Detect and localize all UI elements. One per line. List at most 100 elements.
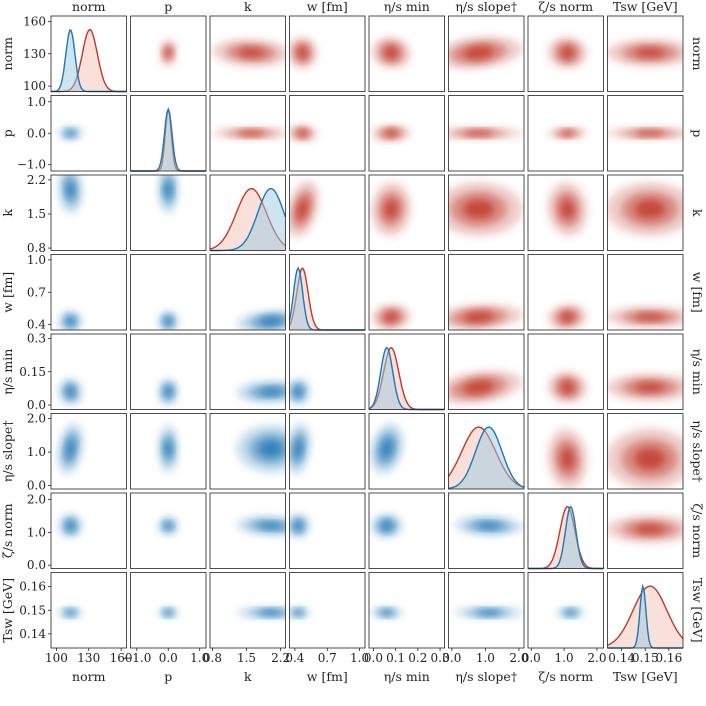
y-tick-label-zetas_norm: 0.0 — [27, 558, 46, 572]
marginal-fill-blue-Tsw — [607, 586, 683, 648]
density-blob-red-zetas_norm-etas_min — [560, 380, 575, 395]
right-axis-label-etas_slope: η/s slope† — [690, 420, 705, 482]
y-tick-label-norm: 160 — [23, 14, 46, 28]
density-blob-blue-w-etas_slope — [293, 438, 303, 459]
panel-frame-etas_min-k — [209, 333, 286, 410]
panel-frame-p-etas_slope — [448, 95, 525, 172]
panel-frame-zetas_norm-etas_slope — [448, 492, 525, 569]
panel-frame-zetas_norm-zetas_norm — [527, 492, 604, 569]
density-blob-red-Tsw-norm — [634, 47, 666, 58]
right-axis-label-Tsw: Tsw [GeV] — [690, 578, 705, 643]
y-tick-label-zetas_norm: 1.0 — [27, 525, 46, 539]
panel-frame-Tsw-k — [209, 572, 286, 649]
column-title-w: w [fm] — [307, 0, 348, 14]
density-blob-red-Tsw-zetas_norm — [634, 524, 666, 534]
x-tick-label-zetas_norm: 0.0 — [522, 651, 541, 665]
right-axis-label-etas_min: η/s min — [690, 349, 705, 395]
density-blob-blue-k-w — [258, 316, 283, 327]
density-blob-red-zetas_norm-norm — [560, 45, 575, 60]
y-tick-label-k: 2.2 — [27, 173, 46, 187]
density-blob-red-p-norm — [164, 47, 173, 58]
panel-frame-p-etas_min — [368, 95, 445, 172]
panel-frame-etas_slope-w — [289, 413, 366, 490]
density-blob-red-Tsw-p — [634, 130, 666, 137]
y-axis-label-k: k — [0, 209, 15, 217]
column-title-etas_min: η/s min — [384, 0, 430, 14]
density-blob-blue-norm-w — [66, 316, 75, 327]
panel-frame-norm-zetas_norm — [527, 15, 604, 92]
x-tick-label-zetas_norm: 2.0 — [587, 651, 606, 665]
density-blob-blue-p-etas_slope — [164, 440, 173, 458]
right-axis-label-w: w [fm] — [690, 272, 705, 313]
panel-frame-etas_slope-etas_slope — [448, 413, 525, 490]
x-axis-label-w: w [fm] — [307, 669, 348, 684]
panel-frame-Tsw-etas_slope — [448, 572, 525, 649]
y-tick-label-w: 1.0 — [27, 253, 46, 267]
y-tick-label-Tsw: 0.16 — [19, 580, 46, 594]
density-blob-blue-w-etas_min — [293, 385, 303, 398]
panel-frame-etas_min-Tsw — [607, 333, 684, 410]
panel-frame-etas_slope-zetas_norm — [527, 413, 604, 490]
density-blob-blue-p-k — [164, 181, 173, 198]
right-axis-label-zetas_norm: ζ/s norm — [690, 503, 705, 558]
panel-frame-k-k — [209, 174, 286, 251]
x-axis-label-p: p — [164, 669, 172, 684]
x-tick-label-etas_min: 0.0 — [364, 651, 383, 665]
x-tick-label-etas_min: 0.3 — [431, 651, 450, 665]
x-tick-label-etas_min: 0.2 — [408, 651, 427, 665]
panel-frame-k-etas_min — [368, 174, 445, 251]
density-blob-red-k-p — [237, 130, 266, 137]
density-blob-red-k-norm — [237, 47, 266, 58]
panel-frame-etas_min-etas_slope — [448, 333, 525, 410]
density-blob-red-etas_min-p — [384, 129, 399, 138]
panel-frame-etas_min-p — [130, 333, 207, 410]
panel-frame-w-etas_slope — [448, 254, 525, 331]
marginal-fill-blue-p — [130, 109, 206, 171]
density-blob-blue-etas_min-zetas_norm — [381, 520, 393, 532]
density-blob-red-etas_slope-norm — [463, 45, 495, 60]
density-blob-red-zetas_norm-k — [560, 199, 575, 219]
y-tick-label-etas_slope: 1.0 — [27, 445, 46, 459]
column-title-k: k — [244, 0, 252, 14]
density-blob-blue-p-etas_min — [164, 385, 173, 398]
panel-frame-zetas_norm-Tsw — [607, 492, 684, 569]
panel-frame-zetas_norm-norm — [50, 492, 127, 569]
density-blob-red-etas_slope-k — [463, 199, 495, 219]
density-blob-blue-k-Tsw — [258, 609, 283, 616]
x-axis-label-Tsw: Tsw [GeV] — [613, 669, 678, 684]
density-blob-red-w-k — [296, 197, 309, 221]
panel-frame-norm-k — [209, 15, 286, 92]
x-tick-label-Tsw: 0.16 — [655, 651, 682, 665]
density-blob-red-zetas_norm-w — [560, 311, 575, 323]
y-tick-label-norm: 130 — [23, 47, 46, 61]
density-blob-red-etas_slope-w — [463, 311, 495, 323]
panel-frame-norm-p — [130, 15, 207, 92]
density-blob-blue-w-zetas_norm — [293, 520, 303, 532]
panel-frame-p-k — [209, 95, 286, 172]
marginal-fill-blue-k — [210, 188, 286, 251]
density-blob-blue-w-Tsw — [294, 609, 303, 616]
x-tick-label-norm: 100 — [45, 651, 68, 665]
density-blob-blue-etas_slope-Tsw — [476, 609, 501, 616]
y-tick-label-k: 1.5 — [27, 207, 46, 221]
density-blob-red-Tsw-w — [634, 313, 666, 321]
density-blob-blue-k-zetas_norm — [258, 522, 283, 530]
panel-frame-w-w — [289, 254, 366, 331]
panel-frame-etas_min-zetas_norm — [527, 333, 604, 410]
y-tick-label-w: 0.7 — [27, 285, 46, 299]
marginal-fill-blue-norm — [51, 30, 127, 92]
y-tick-label-k: 0.8 — [27, 241, 46, 255]
column-title-norm: norm — [72, 0, 106, 14]
marginal-fill-red-w — [289, 268, 365, 330]
panel-frame-w-Tsw — [607, 254, 684, 331]
density-blob-blue-zetas_norm-Tsw — [565, 609, 576, 616]
column-title-p: p — [164, 0, 172, 14]
x-axis-label-etas_min: η/s min — [384, 669, 430, 684]
panel-frame-w-zetas_norm — [527, 254, 604, 331]
panel-frame-p-Tsw — [607, 95, 684, 172]
x-tick-label-etas_slope: 0.0 — [442, 651, 461, 665]
x-tick-label-w: 0.4 — [285, 651, 304, 665]
density-blob-red-zetas_norm-p — [560, 130, 575, 137]
panel-frame-k-p — [130, 174, 207, 251]
